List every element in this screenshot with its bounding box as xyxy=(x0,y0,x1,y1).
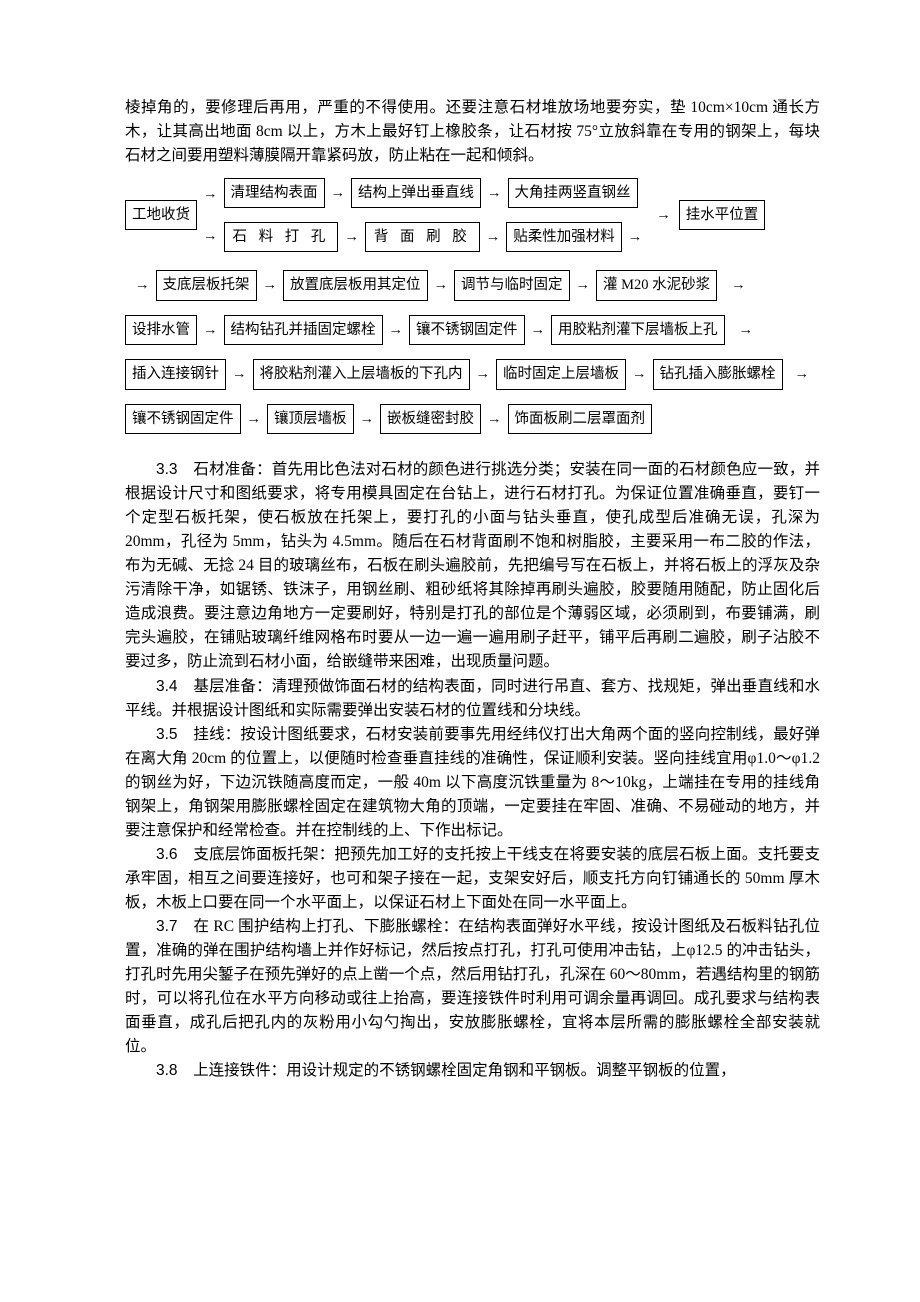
arrow: → xyxy=(125,274,156,296)
flow-box: 饰面板刷二层罩面剂 xyxy=(508,404,653,434)
flow-box: 放置底层板用其定位 xyxy=(283,270,428,300)
arrow: → xyxy=(354,408,381,430)
flow-box: 将胶粘剂灌入上层墙板的下孔内 xyxy=(253,359,470,389)
process-flow: 工地收货 → → 清理结构表面 → 结构上弹出垂直线 → 大角挂两竖直钢丝 石 … xyxy=(125,178,820,435)
flow-box: 调节与临时固定 xyxy=(454,270,570,300)
arrow: → xyxy=(481,408,508,430)
arrow: → xyxy=(241,408,268,430)
flow-box: 灌 M20 水泥砂浆 xyxy=(596,270,717,300)
flow-box: 镶顶层墙板 xyxy=(267,404,354,434)
flow-box: 石 料 打 孔 xyxy=(224,222,339,252)
arrow: → xyxy=(257,274,284,296)
flow-box: 大角挂两竖直钢丝 xyxy=(508,178,638,208)
arrow: → xyxy=(481,182,508,204)
arrow: → xyxy=(648,204,679,226)
section-number: 3.4 xyxy=(156,678,178,695)
arrow: → xyxy=(325,182,352,204)
section-body: 上连接铁件：用设计规定的不锈钢螺栓固定角钢和平钢板。调整平钢板的位置， xyxy=(178,1062,736,1079)
intro-paragraph: 棱掉角的，要修理后再用，严重的不得使用。还要注意石材堆放场地要夯实，垫 10cm… xyxy=(125,96,820,168)
arrow: → xyxy=(197,319,224,341)
arrow: → xyxy=(226,363,253,385)
section-3-6: 3.6 支底层饰面板托架：把预先加工好的支托按上干线支在将要安装的底层石板上面。… xyxy=(125,843,820,915)
flow-box: 支底层板托架 xyxy=(156,270,257,300)
arrow: → xyxy=(570,274,597,296)
arrow: → xyxy=(383,319,410,341)
section-3-5: 3.5 挂线：按设计图纸要求，石材安装前要事先用经纬仪打出大角两个面的竖向控制线… xyxy=(125,723,820,843)
section-body: 基层准备：清理预做饰面石材的结构表面，同时进行吊直、套方、找规矩，弹出垂直线和水… xyxy=(125,678,820,719)
section-number: 3.8 xyxy=(156,1062,178,1079)
arrow: → xyxy=(783,363,816,385)
flow-row-4: 插入连接钢针 → 将胶粘剂灌入上层墙板的下孔内 → 临时固定上层墙板 → 钻孔插… xyxy=(125,359,820,389)
flow-box: 镶不锈钢固定件 xyxy=(125,404,241,434)
section-body: 挂线：按设计图纸要求，石材安装前要事先用经纬仪打出大角两个面的竖向控制线，最好弹… xyxy=(125,726,820,839)
flow-box: 清理结构表面 xyxy=(224,178,325,208)
flow-box: 插入连接钢针 xyxy=(125,359,226,389)
flow-box-level: 挂水平位置 xyxy=(679,200,766,230)
arrow: → xyxy=(717,274,752,296)
body-sections: 3.3 石材准备：首先用比色法对石材的颜色进行挑选分类；安装在同一面的石材颜色应… xyxy=(125,458,820,1082)
arrow: → xyxy=(197,225,224,247)
arrow: → xyxy=(525,319,552,341)
arrow: → xyxy=(470,363,497,385)
flow-box: 临时固定上层墙板 xyxy=(496,359,626,389)
flow-box: 结构钻孔并插固定螺栓 xyxy=(224,315,383,345)
flow-row-1: 工地收货 → → 清理结构表面 → 结构上弹出垂直线 → 大角挂两竖直钢丝 石 … xyxy=(125,178,820,253)
section-3-8: 3.8 上连接铁件：用设计规定的不锈钢螺栓固定角钢和平钢板。调整平钢板的位置， xyxy=(125,1059,820,1083)
flow-box: 贴柔性加强材料 xyxy=(506,222,622,252)
flow-row-2: → 支底层板托架 → 放置底层板用其定位 → 调节与临时固定 → 灌 M20 水… xyxy=(125,270,820,300)
flow-box: 背 面 刷 胶 xyxy=(365,222,480,252)
arrow: → xyxy=(428,274,455,296)
section-3-7: 3.7 在 RC 围护结构上打孔、下膨胀螺栓：在结构表面弹好水平线，按设计图纸及… xyxy=(125,915,820,1059)
arrow: → xyxy=(622,226,649,248)
flow-box: 用胶粘剂灌下层墙板上孔 xyxy=(551,315,725,345)
arrow: → xyxy=(626,363,653,385)
section-number: 3.7 xyxy=(156,918,178,935)
flow-box: 结构上弹出垂直线 xyxy=(351,178,481,208)
arrow: → xyxy=(197,183,224,205)
section-body: 石材准备：首先用比色法对石材的颜色进行挑选分类；安装在同一面的石材颜色应一致，并… xyxy=(125,461,820,670)
section-number: 3.3 xyxy=(156,461,178,478)
flow-box: 设排水管 xyxy=(125,315,197,345)
section-number: 3.5 xyxy=(156,726,178,743)
flow-box: 镶不锈钢固定件 xyxy=(409,315,525,345)
flow-box: 钻孔插入膨胀螺栓 xyxy=(653,359,783,389)
flow-row-5: 镶不锈钢固定件 → 镶顶层墙板 → 嵌板缝密封胶 → 饰面板刷二层罩面剂 xyxy=(125,404,820,434)
arrow: → xyxy=(725,319,760,341)
flow-box: 嵌板缝密封胶 xyxy=(380,404,481,434)
arrow: → xyxy=(480,226,507,248)
section-body: 在 RC 围护结构上打孔、下膨胀螺栓：在结构表面弹好水平线，按设计图纸及石板料钻… xyxy=(125,918,820,1055)
flow-row-3: 设排水管 → 结构钻孔并插固定螺栓 → 镶不锈钢固定件 → 用胶粘剂灌下层墙板上… xyxy=(125,315,820,345)
section-3-4: 3.4 基层准备：清理预做饰面石材的结构表面，同时进行吊直、套方、找规矩，弹出垂… xyxy=(125,675,820,723)
flow-box-receive: 工地收货 xyxy=(125,200,197,230)
section-body: 支底层饰面板托架：把预先加工好的支托按上干线支在将要安装的底层石板上面。支托要支… xyxy=(125,846,820,911)
section-3-3: 3.3 石材准备：首先用比色法对石材的颜色进行挑选分类；安装在同一面的石材颜色应… xyxy=(125,458,820,674)
arrow: → xyxy=(338,226,365,248)
section-number: 3.6 xyxy=(156,846,178,863)
